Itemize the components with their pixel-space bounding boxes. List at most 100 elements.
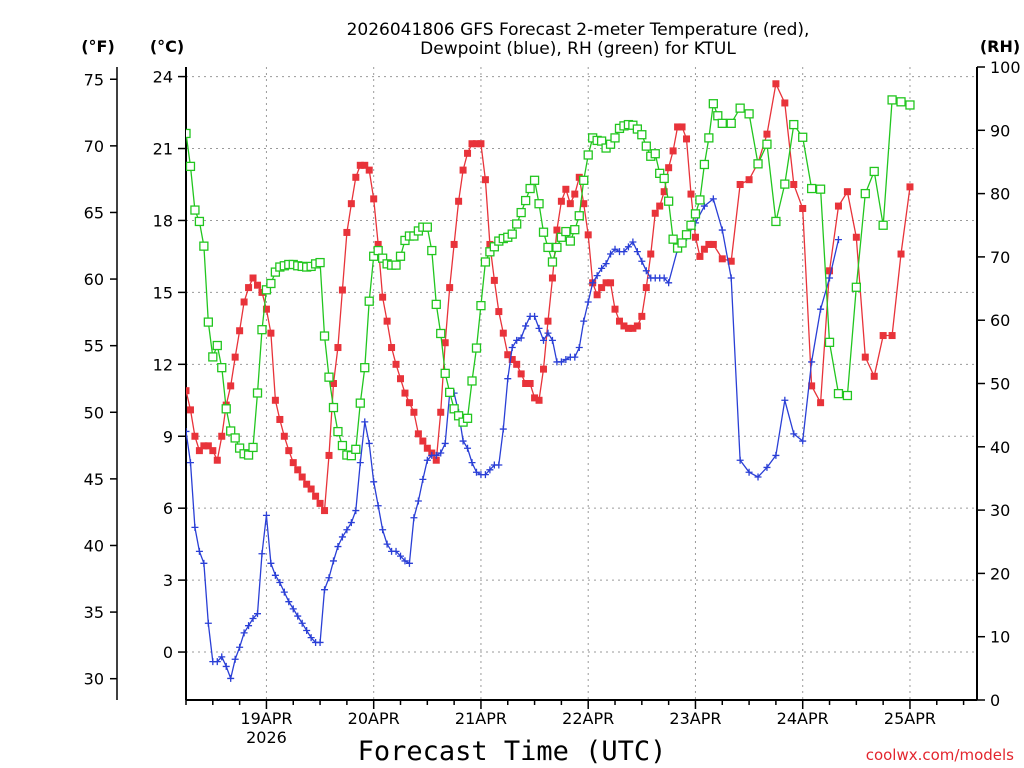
data-point (360, 363, 370, 373)
data-point (365, 166, 373, 174)
data-point (637, 130, 647, 140)
data-point (571, 353, 579, 361)
data-point (195, 547, 203, 555)
data-point (467, 376, 477, 386)
data-point (611, 305, 619, 313)
data-point (834, 202, 842, 210)
chart-title-line2: Dewpoint (blue), RH (green) for KTUL (420, 39, 736, 59)
data-point (681, 230, 692, 240)
data-point (338, 286, 346, 294)
data-point (843, 188, 851, 196)
data-point (520, 195, 531, 206)
data-point (203, 317, 213, 327)
data-point (468, 459, 476, 467)
data-point (562, 356, 570, 364)
data-point (186, 406, 194, 414)
rh-tick-label: 100 (990, 58, 1021, 77)
credit-text: coolwx.com/models (866, 746, 1014, 764)
data-point (525, 183, 535, 194)
celsius-tick-label: 9 (163, 427, 173, 446)
data-point (254, 281, 262, 289)
data-point (531, 312, 539, 320)
data-point (624, 243, 632, 251)
data-point (547, 257, 558, 267)
data-point (462, 413, 473, 423)
data-point (436, 328, 446, 339)
data-point (548, 336, 556, 344)
data-point (243, 450, 254, 460)
data-point (699, 159, 710, 170)
data-point (565, 236, 575, 246)
data-point (531, 394, 539, 402)
data-point (589, 279, 597, 287)
x-tick-label: 25APR (884, 709, 936, 728)
data-point (437, 408, 445, 416)
data-point (410, 514, 418, 522)
data-point (347, 200, 355, 208)
data-point (598, 264, 606, 272)
data-point (745, 176, 753, 184)
data-point (422, 222, 432, 232)
rh-tick-label: 80 (990, 185, 1010, 204)
data-point (870, 372, 878, 380)
data-point (633, 322, 641, 330)
data-point (669, 147, 677, 155)
celsius-tick-label: 18 (153, 211, 173, 230)
data-point (745, 468, 753, 476)
data-point (432, 451, 440, 459)
data-point (602, 279, 610, 287)
data-point (674, 123, 682, 131)
rh-tick-label: 70 (990, 248, 1010, 267)
rh-tick-label: 50 (990, 375, 1010, 394)
fahrenheit-tick-label: 75 (84, 70, 104, 89)
data-point (199, 241, 209, 251)
data-point (303, 480, 311, 488)
data-point (686, 220, 696, 230)
data-point (534, 199, 544, 209)
data-point (388, 344, 396, 352)
data-point (245, 284, 253, 292)
data-point (271, 571, 279, 579)
data-point (620, 322, 628, 330)
series-dewpoint (186, 195, 842, 682)
data-point (512, 219, 522, 229)
data-point (222, 662, 230, 670)
data-point (431, 299, 441, 310)
data-point (276, 579, 284, 587)
data-point (815, 184, 826, 194)
data-point (808, 382, 816, 390)
data-point (267, 559, 275, 567)
data-point (379, 293, 387, 301)
data-point (736, 456, 744, 464)
data-point (615, 317, 623, 325)
data-point (508, 344, 516, 352)
data-point (405, 559, 413, 567)
data-point (690, 209, 701, 219)
data-point (405, 399, 413, 407)
data-point (905, 100, 915, 110)
data-point (887, 95, 897, 105)
data-point (397, 552, 405, 560)
data-point (607, 279, 615, 287)
data-point (200, 559, 208, 567)
rh-tick-label: 90 (990, 121, 1010, 140)
celsius-tick-label: 0 (163, 643, 173, 662)
data-point (504, 351, 512, 359)
data-point (370, 478, 378, 486)
data-point (307, 634, 315, 642)
data-point (307, 485, 315, 493)
data-point (552, 242, 562, 253)
data-point (717, 118, 727, 128)
data-point (236, 327, 244, 335)
data-point (191, 432, 199, 440)
data-point (665, 164, 673, 172)
data-point (691, 233, 699, 241)
data-point (507, 229, 517, 239)
data-point (602, 260, 610, 268)
data-point (583, 150, 593, 160)
data-point (517, 370, 525, 378)
data-point (624, 324, 632, 332)
data-point (540, 336, 548, 344)
data-point (186, 161, 196, 172)
data-point (213, 658, 221, 666)
